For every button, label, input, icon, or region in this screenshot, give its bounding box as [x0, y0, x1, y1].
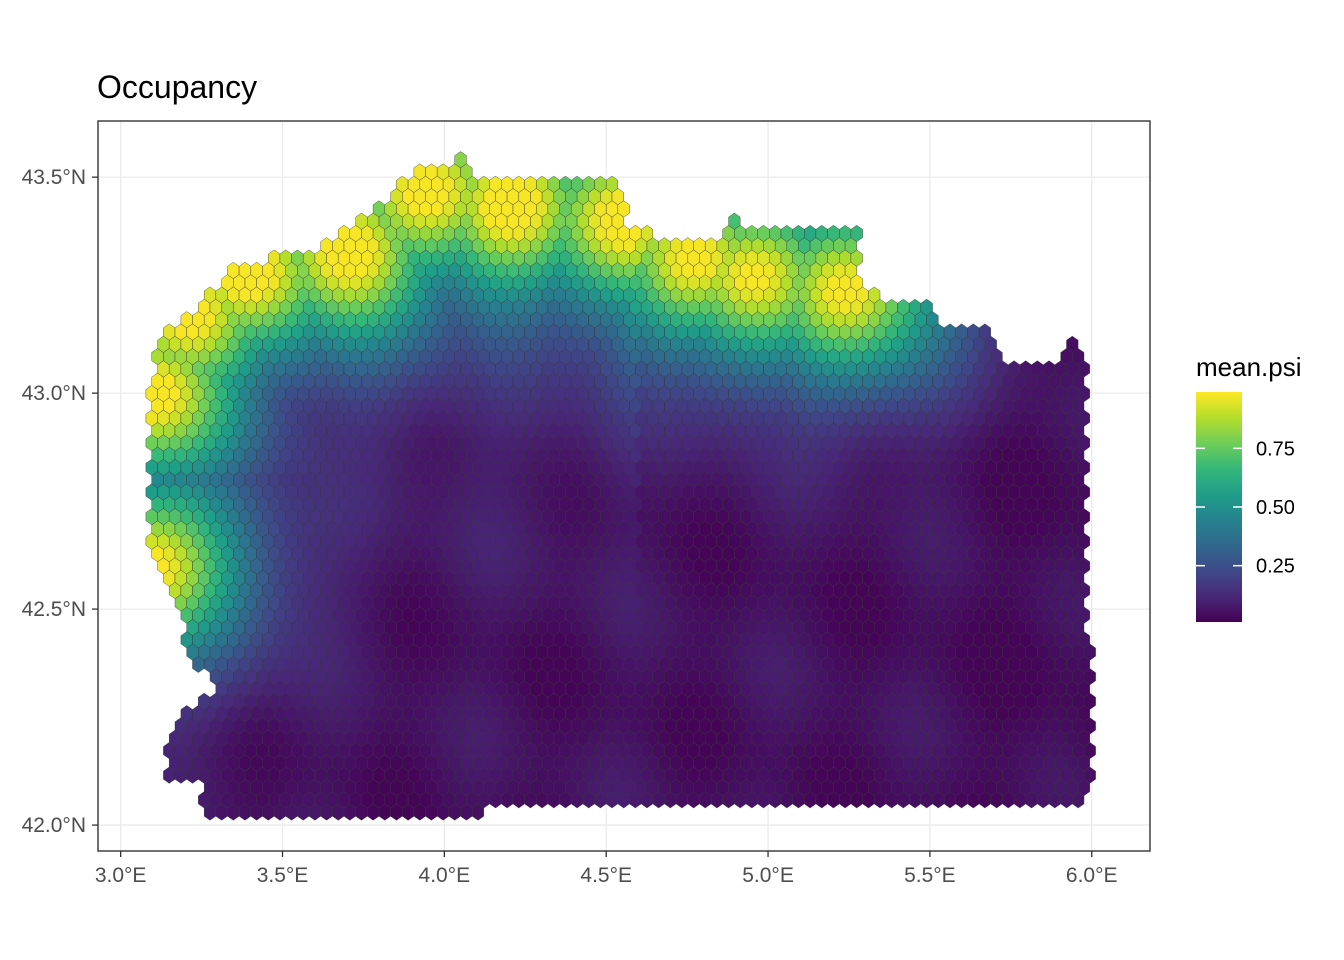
legend-label: 0.50	[1256, 497, 1295, 519]
y-tick-label: 42.0°N	[22, 814, 86, 837]
y-axis: 43.5°N 43.0°N 42.5°N 42.0°N	[22, 166, 98, 837]
legend: mean.psi 0.75 0.50 0.25	[1196, 352, 1302, 622]
x-tick-label: 3.5°E	[257, 864, 309, 887]
y-tick-label: 42.5°N	[22, 598, 86, 621]
x-tick-label: 3.0°E	[95, 864, 147, 887]
chart-title: Occupancy	[97, 69, 257, 105]
hex-cells	[145, 151, 1096, 821]
x-tick-label: 5.5°E	[904, 864, 956, 887]
legend-title: mean.psi	[1196, 352, 1302, 382]
x-tick-label: 4.5°E	[580, 864, 632, 887]
x-tick-label: 5.0°E	[742, 864, 794, 887]
plot-panel	[97, 120, 1151, 852]
y-tick-label: 43.5°N	[22, 166, 86, 189]
x-axis: 3.0°E 3.5°E 4.0°E 4.5°E 5.0°E 5.5°E 6.0°E	[95, 851, 1118, 887]
y-tick-label: 43.0°N	[22, 382, 86, 405]
legend-label: 0.25	[1256, 556, 1295, 578]
legend-label: 0.75	[1256, 438, 1295, 460]
x-tick-label: 6.0°E	[1066, 864, 1118, 887]
x-tick-label: 4.0°E	[419, 864, 471, 887]
